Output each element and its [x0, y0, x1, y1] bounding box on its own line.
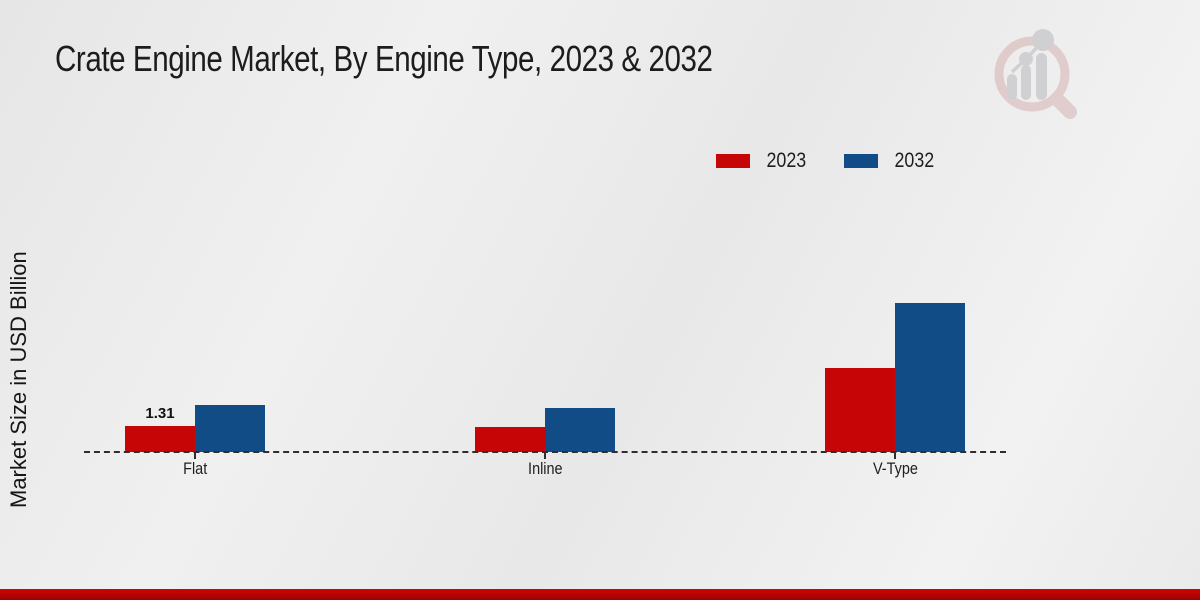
footer-accent-bar: [0, 589, 1200, 600]
bar-2023-v-type: [825, 368, 895, 452]
legend-label-2032: 2032: [894, 149, 934, 172]
x-axis-tick-flat: [194, 452, 196, 459]
bar-2032-flat: [195, 405, 265, 452]
value-label-2023-flat: 1.31: [145, 405, 175, 422]
bar-2032-inline: [545, 408, 615, 452]
bar-2023-inline: [475, 427, 545, 452]
chart-title-text: Crate Engine Market, By Engine Type, 202…: [55, 38, 713, 79]
x-axis-label-text: V-Type: [872, 459, 918, 478]
legend-entry-2032: 2032: [843, 149, 938, 173]
x-axis-label-flat: Flat: [145, 459, 245, 479]
x-axis-tick-v-type: [894, 452, 896, 459]
legend-label-2023: 2023: [766, 149, 807, 172]
x-axis-label-text: Flat: [182, 459, 208, 478]
chart-title: Crate Engine Market, By Engine Type, 202…: [55, 38, 857, 80]
x-axis-label-inline: Inline: [495, 459, 595, 479]
legend: 2023 2032: [716, 149, 937, 173]
bar-2032-v-type: [895, 303, 965, 452]
magnifier-bar-chart-logo-icon: [994, 29, 1077, 119]
x-axis-label-v-type: V-Type: [845, 459, 945, 479]
legend-entry-2023: 2023: [716, 149, 810, 173]
x-axis-label-text: Inline: [527, 459, 563, 478]
bar-2023-flat: [125, 426, 195, 452]
legend-swatch-2032: [843, 154, 878, 168]
legend-swatch-2023: [716, 154, 750, 168]
x-axis-tick-inline: [544, 452, 546, 459]
